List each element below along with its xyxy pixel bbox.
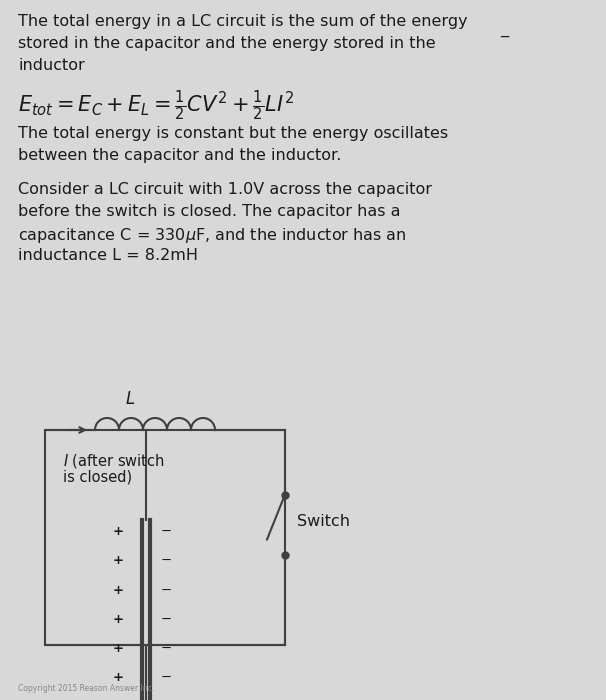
Text: stored in the capacitor and the energy stored in the: stored in the capacitor and the energy s…: [18, 36, 436, 51]
Text: inductance L = 8.2mH: inductance L = 8.2mH: [18, 248, 198, 263]
Bar: [45, 430, 285, 645]
Text: Copyright 2015 Reason Answer Inc.: Copyright 2015 Reason Answer Inc.: [18, 684, 154, 693]
Text: $L$: $L$: [125, 390, 135, 408]
Text: −: −: [160, 584, 171, 596]
Text: Consider a LC circuit with 1.0V across the capacitor: Consider a LC circuit with 1.0V across t…: [18, 182, 432, 197]
Text: +: +: [112, 584, 123, 596]
Text: The total energy is constant but the energy oscillates: The total energy is constant but the ene…: [18, 126, 448, 141]
Text: between the capacitor and the inductor.: between the capacitor and the inductor.: [18, 148, 341, 163]
Text: $I$ (after switch: $I$ (after switch: [63, 452, 165, 470]
Text: +: +: [112, 612, 123, 626]
Text: −: −: [160, 671, 171, 684]
Text: capacitance C = 330$\mu$F, and the inductor has an: capacitance C = 330$\mu$F, and the induc…: [18, 226, 407, 245]
Text: −: −: [160, 525, 171, 538]
Text: The total energy in a LC circuit is the sum of the energy: The total energy in a LC circuit is the …: [18, 14, 468, 29]
Text: inductor: inductor: [18, 58, 85, 73]
Text: +: +: [112, 554, 123, 568]
Text: $E_{tot} = E_C + E_L = \frac{1}{2}CV^2 + \frac{1}{2}LI^2$: $E_{tot} = E_C + E_L = \frac{1}{2}CV^2 +…: [18, 88, 294, 122]
Text: +: +: [112, 525, 123, 538]
Text: +: +: [112, 671, 123, 684]
Text: before the switch is closed. The capacitor has a: before the switch is closed. The capacit…: [18, 204, 401, 219]
Text: −: −: [160, 642, 171, 654]
Text: +: +: [112, 642, 123, 654]
Text: −: −: [160, 612, 171, 626]
Text: Switch: Switch: [297, 514, 350, 529]
Text: −: −: [160, 554, 171, 568]
Text: is closed): is closed): [63, 470, 132, 485]
